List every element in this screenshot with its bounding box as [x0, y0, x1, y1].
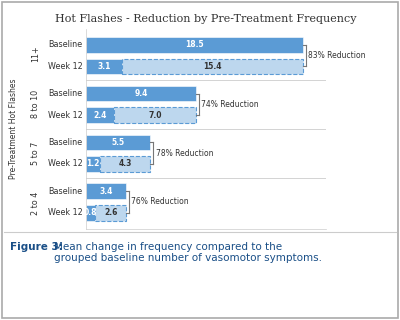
Text: 1.2: 1.2 [86, 159, 100, 168]
Text: 5.5: 5.5 [112, 138, 125, 147]
Text: 11+: 11+ [32, 45, 40, 62]
Text: 83% Reduction: 83% Reduction [308, 51, 365, 60]
Text: Mean change in frequency compared to the
grouped baseline number of vasomotor sy: Mean change in frequency compared to the… [54, 242, 322, 263]
FancyBboxPatch shape [95, 205, 126, 220]
FancyBboxPatch shape [122, 59, 302, 74]
Bar [86, 86, 196, 101]
Text: Week 12: Week 12 [48, 111, 82, 120]
Text: Week 12: Week 12 [48, 62, 82, 71]
Text: 9.4: 9.4 [134, 89, 148, 98]
Text: Baseline: Baseline [48, 40, 82, 49]
Text: Baseline: Baseline [48, 138, 82, 147]
Bar [86, 59, 122, 74]
Text: 2.4: 2.4 [93, 111, 107, 120]
Text: 76% Reduction: 76% Reduction [131, 197, 189, 206]
Text: 3.1: 3.1 [98, 62, 111, 71]
Bar [86, 135, 150, 150]
Bar [86, 156, 100, 172]
Text: Baseline: Baseline [48, 89, 82, 98]
Text: 8 to 10: 8 to 10 [32, 90, 40, 118]
Bar [86, 183, 126, 199]
Text: 4.3: 4.3 [118, 159, 132, 168]
Text: 18.5: 18.5 [185, 40, 204, 49]
Text: 78% Reduction: 78% Reduction [156, 149, 213, 158]
Text: 2.6: 2.6 [104, 208, 117, 217]
Text: 0.8: 0.8 [84, 208, 98, 217]
Bar [86, 107, 114, 123]
Text: 5 to 7: 5 to 7 [32, 142, 40, 165]
Bar [86, 205, 95, 220]
Text: Pre-Treatment Hot Flashes: Pre-Treatment Hot Flashes [10, 78, 18, 179]
FancyBboxPatch shape [100, 156, 150, 172]
Text: Figure 3:: Figure 3: [10, 242, 63, 252]
Text: 3.4: 3.4 [99, 187, 112, 196]
Bar [86, 37, 302, 53]
Title: Hot Flashes - Reduction by Pre-Treatment Frequency: Hot Flashes - Reduction by Pre-Treatment… [55, 14, 357, 24]
Text: 7.0: 7.0 [148, 111, 162, 120]
FancyBboxPatch shape [114, 107, 196, 123]
Text: 74% Reduction: 74% Reduction [201, 100, 259, 109]
Text: 2 to 4: 2 to 4 [32, 192, 40, 215]
Text: Week 12: Week 12 [48, 208, 82, 217]
Text: 15.4: 15.4 [203, 62, 222, 71]
Text: Week 12: Week 12 [48, 159, 82, 168]
Text: Baseline: Baseline [48, 187, 82, 196]
